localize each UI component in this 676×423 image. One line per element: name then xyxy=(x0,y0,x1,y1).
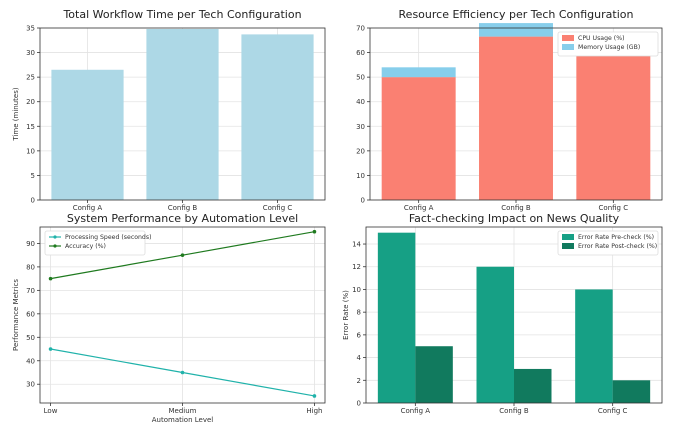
legend-box xyxy=(557,230,659,256)
x-axis-label: Automation Level xyxy=(152,416,214,423)
x-tick-label: Config C xyxy=(599,204,629,212)
y-tick-label: 0 xyxy=(357,400,361,408)
y-tick-label: 4 xyxy=(357,354,362,362)
legend-box xyxy=(557,31,659,57)
data-point xyxy=(180,370,185,375)
x-tick-label: Config B xyxy=(168,204,198,212)
legend-label: Processing Speed (seconds) xyxy=(65,234,152,241)
legend-label: Error Rate Post-check (%) xyxy=(578,243,657,250)
x-tick-label: Config C xyxy=(263,204,293,212)
bar-config-b-s2 xyxy=(514,368,552,403)
chart-4: 0 2 4 6 8 10 12 14 Config A Config B Config C Fact-… xyxy=(342,212,663,415)
bar-config-c-s2 xyxy=(612,380,651,403)
chart-3: 30 40 50 60 70 80 90 Low Medium High System Perfor… xyxy=(12,212,326,423)
y-axis-label: Time (minutes) xyxy=(12,87,20,141)
legend-label: Memory Usage (GB) xyxy=(578,44,640,51)
y-tick-label: 80 xyxy=(26,263,35,271)
y-tick-label: 20 xyxy=(356,147,365,155)
y-tick-label: 10 xyxy=(356,172,365,180)
y-tick-label: 12 xyxy=(352,263,361,271)
bar-config-c-s1 xyxy=(575,289,613,403)
x-tick-label: Low xyxy=(44,407,58,415)
y-tick-label: 30 xyxy=(356,123,365,131)
data-point xyxy=(48,347,53,351)
data-point xyxy=(48,276,53,281)
x-tick-label: Config A xyxy=(401,407,431,415)
y-tick-label: 40 xyxy=(26,357,35,365)
bar-config-a-s1 xyxy=(377,232,416,403)
legend: Error Rate Pre-check (%) Error Rate Post-… xyxy=(557,230,659,256)
legend-label: Error Rate Pre-check (%) xyxy=(578,234,654,241)
bar-config-b-s1 xyxy=(476,266,514,403)
legend-marker xyxy=(53,235,57,239)
y-tick-label: 30 xyxy=(26,49,35,57)
chart-title: System Performance by Automation Level xyxy=(67,212,298,225)
legend-swatch xyxy=(562,234,574,240)
y-tick-label: 50 xyxy=(356,74,365,82)
bar-config-b-s1 xyxy=(146,28,219,201)
chart-title: Total Workflow Time per Tech Configurati… xyxy=(62,8,301,21)
bar-config-a-s1 xyxy=(51,69,124,201)
y-tick-label: 15 xyxy=(26,123,35,131)
chart-1: 0 5 10 15 20 25 30 35 Config A Config B Config C To… xyxy=(12,8,326,212)
x-tick-label: High xyxy=(306,407,322,415)
y-tick-label: 10 xyxy=(352,286,361,294)
y-tick-label: 35 xyxy=(26,25,35,33)
bar-config-a-s2 xyxy=(381,67,456,78)
y-tick-label: 60 xyxy=(26,310,35,318)
data-point xyxy=(180,253,185,257)
bar-config-a-s1 xyxy=(381,77,456,200)
y-tick-label: 20 xyxy=(26,98,35,106)
y-tick-label: 30 xyxy=(26,381,35,389)
y-tick-label: 40 xyxy=(356,98,365,106)
x-tick-label: Medium xyxy=(169,407,197,415)
y-tick-label: 70 xyxy=(26,287,35,295)
chart-title: Resource Efficiency per Tech Configurati… xyxy=(399,8,634,21)
x-tick-label: Config B xyxy=(499,407,529,415)
x-tick-label: Config B xyxy=(501,204,531,212)
y-tick-label: 10 xyxy=(26,147,35,155)
x-tick-label: Config C xyxy=(598,407,628,415)
y-tick-label: 25 xyxy=(26,74,35,82)
y-axis-label: Error Rate (%) xyxy=(342,290,350,340)
y-tick-label: 50 xyxy=(26,334,35,342)
x-tick-label: Config A xyxy=(73,204,103,212)
legend-marker xyxy=(53,244,57,248)
data-point xyxy=(312,229,317,234)
y-tick-label: 70 xyxy=(356,25,365,33)
legend: CPU Usage (%) Memory Usage (GB) xyxy=(557,31,659,57)
legend: Processing Speed (seconds) Accuracy (%) xyxy=(44,230,152,256)
y-tick-label: 6 xyxy=(357,331,362,339)
y-tick-label: 90 xyxy=(26,240,35,248)
bar-config-b-s2 xyxy=(479,23,553,37)
legend-swatch xyxy=(562,35,574,41)
legend-swatch xyxy=(562,44,574,50)
y-tick-label: 2 xyxy=(357,377,361,385)
y-tick-label: 0 xyxy=(31,197,35,205)
y-tick-label: 14 xyxy=(352,241,361,249)
bar-config-c-s1 xyxy=(576,51,651,200)
y-tick-label: 8 xyxy=(357,309,361,317)
y-tick-label: 0 xyxy=(361,197,365,205)
y-tick-label: 5 xyxy=(31,172,35,180)
legend-label: Accuracy (%) xyxy=(65,243,106,250)
chart-title: Fact-checking Impact on News Quality xyxy=(409,212,620,225)
bar-config-c-s1 xyxy=(241,34,314,200)
y-tick-label: 60 xyxy=(356,49,365,57)
legend-box xyxy=(44,230,146,256)
legend-swatch xyxy=(562,243,574,249)
bar-config-a-s2 xyxy=(415,346,453,403)
x-tick-label: Config A xyxy=(404,204,434,212)
chart-2: 0 10 20 30 40 50 60 70 Config A Config B Config C R… xyxy=(356,8,663,212)
legend-label: CPU Usage (%) xyxy=(578,35,625,42)
data-point xyxy=(312,394,317,398)
y-axis-label: Performance Metrics xyxy=(12,279,20,351)
bar-config-b-s1 xyxy=(479,36,553,200)
